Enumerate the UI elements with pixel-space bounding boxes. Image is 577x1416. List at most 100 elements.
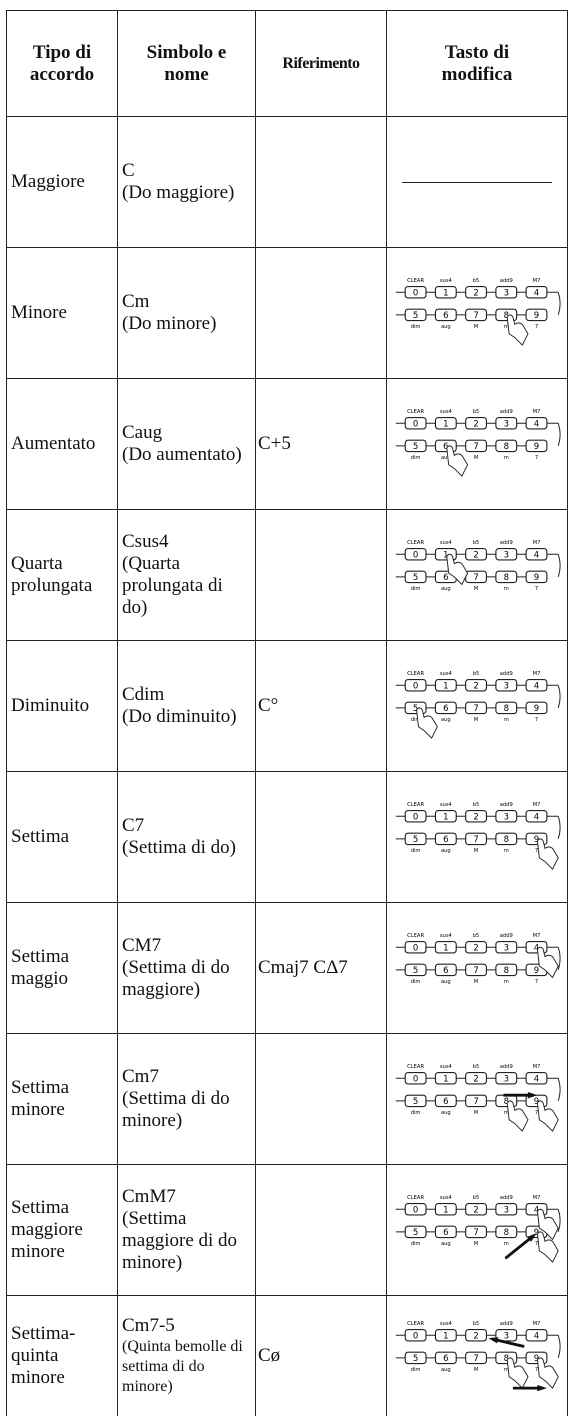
key-label: 1 <box>443 1206 448 1216</box>
key-bottom-label: M <box>474 1367 478 1373</box>
chord-type: Settima minore <box>7 1034 118 1165</box>
key-bottom-label: dim <box>411 848 421 854</box>
key-label: 7 <box>473 311 478 321</box>
key-label: 2 <box>473 1075 478 1085</box>
key-bottom-label: aug <box>441 1241 451 1247</box>
key-label: 3 <box>504 289 509 299</box>
chord-symbol-cell: Csus4(Quarta prolungata di do) <box>118 510 256 641</box>
key-top-label: CLEAR <box>407 278 424 284</box>
chord-table: Tipo di accordo Simbolo e nome Riferimen… <box>6 10 568 1416</box>
key-label: 9 <box>534 442 539 452</box>
key-label: 1 <box>443 1332 448 1342</box>
chord-symbol: Cm7 <box>122 1066 251 1088</box>
chord-symbol-cell: CM7(Settima di do maggiore) <box>118 903 256 1034</box>
key-bottom-label: aug <box>441 717 451 723</box>
key-label: 4 <box>534 813 539 823</box>
key-label: 5 <box>413 1354 418 1364</box>
key-top-label: b5 <box>473 1195 480 1201</box>
no-key-line <box>402 182 552 183</box>
key-label: 1 <box>443 289 448 299</box>
pressing-hand <box>507 315 528 345</box>
chord-type: Diminuito <box>7 641 118 772</box>
key-bottom-label: M <box>474 1110 478 1116</box>
chord-symbol-cell: C7(Settima di do) <box>118 772 256 903</box>
key-label: 1 <box>443 813 448 823</box>
key-label: 6 <box>443 704 448 714</box>
key-top-label: add9 <box>500 1195 513 1201</box>
chord-type: Settima maggio <box>7 903 118 1034</box>
key-bottom-label: dim <box>411 324 421 330</box>
key-label: 3 <box>504 944 509 954</box>
key-label: 1 <box>443 420 448 430</box>
pressing-hand <box>537 1358 558 1388</box>
key-label: 9 <box>534 966 539 976</box>
chord-symbol: Csus4 <box>122 531 251 553</box>
header-cell: Riferimento <box>256 11 387 117</box>
key-bottom-label: dim <box>411 979 421 985</box>
key-label: 6 <box>443 1097 448 1107</box>
key-top-label: sus4 <box>440 278 453 284</box>
chord-symbol: C <box>122 160 251 182</box>
key-top-label: CLEAR <box>407 1064 424 1070</box>
chord-symbol: CmM7 <box>122 1186 251 1208</box>
key-top-label: sus4 <box>440 933 453 939</box>
key-label: 3 <box>504 813 509 823</box>
chord-symbol-cell: C(Do maggiore) <box>118 117 256 248</box>
key-bottom-label: aug <box>441 979 451 985</box>
chord-reference <box>256 1165 387 1296</box>
arrow-head <box>488 1337 498 1343</box>
key-top-label: M7 <box>533 1195 541 1201</box>
key-top-label: M7 <box>533 933 541 939</box>
chord-symbol-cell: Caug(Do aumentato) <box>118 379 256 510</box>
chord-symbol-cell: CmM7(Settima maggiore di do minore) <box>118 1165 256 1296</box>
chord-reference <box>256 117 387 248</box>
key-top-label: M7 <box>533 1321 541 1327</box>
chord-type: Settima maggiore minore <box>7 1165 118 1296</box>
chord-name: (Do aumentato) <box>122 444 251 466</box>
key-label: 6 <box>443 1228 448 1238</box>
key-bottom-label: m <box>504 1241 509 1247</box>
key-label: 7 <box>473 704 478 714</box>
key-bottom-label: M <box>474 455 478 461</box>
key-top-label: b5 <box>473 1321 480 1327</box>
key-bottom-label: 7 <box>535 1367 538 1373</box>
chord-type: Aumentato <box>7 379 118 510</box>
key-bottom-label: aug <box>441 1110 451 1116</box>
key-label: 7 <box>473 1354 478 1364</box>
key-label: 4 <box>534 551 539 561</box>
pressing-hand <box>537 1232 558 1262</box>
chord-name: (Do diminuito) <box>122 706 251 728</box>
key-label: 1 <box>443 1075 448 1085</box>
header-row: Tipo di accordo Simbolo e nome Riferimen… <box>7 11 568 117</box>
key-top-label: M7 <box>533 540 541 546</box>
key-label: 4 <box>534 289 539 299</box>
chord-symbol: Cm <box>122 291 251 313</box>
key-label: 5 <box>413 1097 418 1107</box>
key-label: 9 <box>534 573 539 583</box>
key-label: 4 <box>534 420 539 430</box>
chord-type: Minore <box>7 248 118 379</box>
header-cell: Simbolo e nome <box>118 11 256 117</box>
chord-reference <box>256 248 387 379</box>
chord-reference: Cø <box>256 1296 387 1416</box>
modifier-key-cell <box>387 117 568 248</box>
key-top-label: add9 <box>500 278 513 284</box>
